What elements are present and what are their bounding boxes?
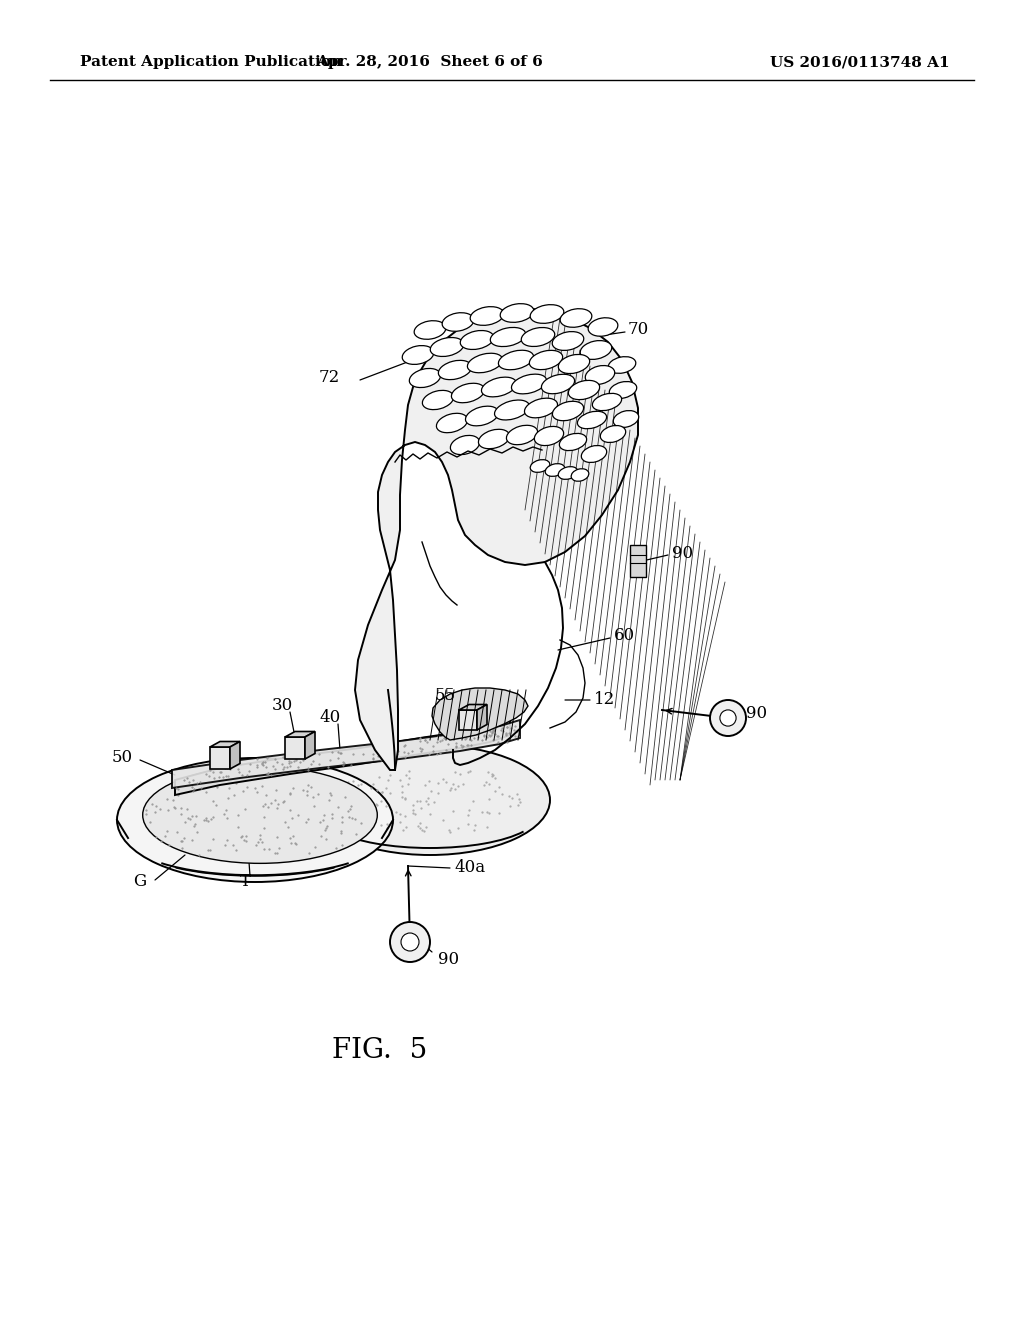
Ellipse shape [466, 407, 499, 426]
Ellipse shape [608, 356, 636, 374]
Text: Apr. 28, 2016  Sheet 6 of 6: Apr. 28, 2016 Sheet 6 of 6 [316, 55, 544, 69]
Circle shape [390, 921, 430, 962]
Ellipse shape [142, 767, 377, 863]
Ellipse shape [500, 304, 534, 322]
Polygon shape [459, 710, 477, 730]
Ellipse shape [442, 313, 474, 331]
Text: T: T [240, 874, 251, 891]
Ellipse shape [467, 354, 503, 372]
Circle shape [710, 700, 746, 737]
Ellipse shape [507, 425, 538, 445]
Ellipse shape [586, 366, 614, 384]
Text: 55: 55 [434, 686, 456, 704]
Text: 70: 70 [628, 322, 649, 338]
Ellipse shape [524, 399, 557, 418]
Ellipse shape [535, 426, 563, 446]
Ellipse shape [117, 758, 393, 882]
Ellipse shape [490, 327, 525, 347]
Ellipse shape [530, 459, 550, 473]
Text: 40a: 40a [454, 859, 485, 876]
Ellipse shape [582, 446, 606, 462]
Ellipse shape [452, 383, 484, 403]
Ellipse shape [478, 429, 510, 449]
Polygon shape [230, 742, 240, 770]
Ellipse shape [542, 375, 574, 393]
Polygon shape [210, 742, 240, 747]
Ellipse shape [470, 306, 504, 325]
Text: 72: 72 [318, 370, 340, 387]
Ellipse shape [530, 305, 564, 323]
Ellipse shape [581, 341, 611, 359]
Ellipse shape [436, 413, 468, 433]
Ellipse shape [529, 350, 562, 370]
Polygon shape [432, 688, 528, 741]
Text: 90: 90 [672, 544, 693, 561]
Ellipse shape [402, 346, 434, 364]
Polygon shape [210, 747, 230, 770]
Polygon shape [459, 705, 487, 710]
Polygon shape [305, 731, 315, 759]
Text: 90: 90 [746, 705, 767, 722]
Ellipse shape [545, 463, 565, 477]
Ellipse shape [558, 467, 578, 479]
Ellipse shape [600, 425, 626, 442]
Ellipse shape [451, 436, 479, 454]
Polygon shape [285, 737, 305, 759]
Ellipse shape [410, 368, 440, 388]
Circle shape [720, 710, 736, 726]
Ellipse shape [521, 327, 555, 346]
Text: FIG.  5: FIG. 5 [333, 1036, 428, 1064]
Text: 12: 12 [594, 692, 615, 709]
Ellipse shape [568, 380, 600, 400]
Ellipse shape [511, 374, 547, 393]
Polygon shape [172, 719, 520, 788]
Polygon shape [477, 705, 487, 730]
Ellipse shape [578, 412, 606, 429]
Polygon shape [285, 731, 315, 737]
Ellipse shape [588, 318, 617, 337]
Circle shape [401, 933, 419, 950]
Ellipse shape [481, 378, 516, 397]
Polygon shape [175, 719, 510, 795]
Text: US 2016/0113748 A1: US 2016/0113748 A1 [770, 55, 950, 69]
Text: 30: 30 [271, 697, 293, 714]
Ellipse shape [613, 411, 639, 428]
Polygon shape [355, 308, 638, 770]
Ellipse shape [559, 433, 587, 450]
Ellipse shape [558, 355, 590, 374]
Bar [630, 545, 646, 577]
Ellipse shape [460, 330, 494, 350]
Ellipse shape [422, 391, 454, 409]
Text: Patent Application Publication: Patent Application Publication [80, 55, 342, 69]
Ellipse shape [592, 393, 622, 411]
Ellipse shape [552, 401, 584, 421]
Text: G: G [133, 874, 146, 891]
Ellipse shape [414, 321, 445, 339]
Text: 50: 50 [112, 748, 132, 766]
Ellipse shape [310, 744, 550, 855]
Text: 60: 60 [614, 627, 635, 644]
Text: 90: 90 [438, 952, 459, 969]
Ellipse shape [430, 338, 464, 356]
Text: 40: 40 [319, 710, 341, 726]
Ellipse shape [499, 350, 534, 370]
Ellipse shape [438, 360, 472, 380]
Ellipse shape [571, 469, 589, 482]
Ellipse shape [495, 400, 529, 420]
Ellipse shape [609, 381, 637, 399]
Ellipse shape [552, 331, 584, 350]
Ellipse shape [560, 309, 592, 327]
